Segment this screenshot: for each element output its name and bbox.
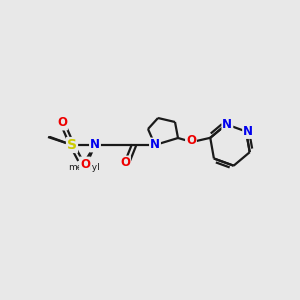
Text: methyl: methyl [68,164,100,172]
Text: O: O [80,158,90,170]
Text: O: O [57,116,67,130]
Text: N: N [150,139,160,152]
Text: N: N [243,125,253,138]
Text: S: S [67,138,77,152]
Text: O: O [120,157,130,169]
Text: N: N [222,118,233,131]
Text: N: N [90,139,100,152]
Text: O: O [186,134,196,148]
